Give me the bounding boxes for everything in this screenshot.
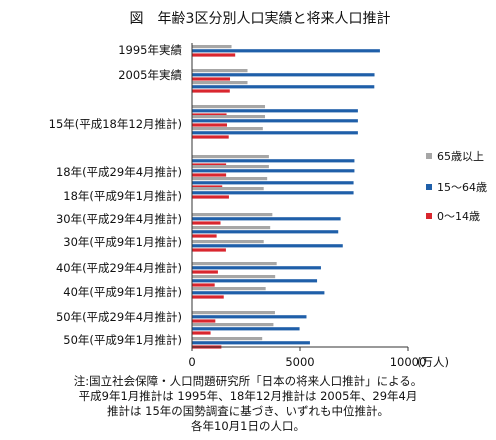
bar-1-2	[192, 77, 231, 81]
bar-16-1	[192, 315, 307, 319]
bar-1-1	[192, 73, 375, 77]
category-label-10: 50年(平成9年1月推計)	[63, 333, 182, 347]
bar-11-2	[192, 234, 217, 238]
category-label-3: 18年(平成29年4月推計)	[56, 165, 182, 179]
category-label-0: 1995年実績	[118, 43, 182, 57]
bar-0-2	[192, 53, 236, 57]
bar-5-1	[192, 131, 358, 135]
bar-4-2	[192, 123, 227, 127]
chart-title: 図 年齢3区分別人口実績と将来人口推計	[130, 11, 391, 27]
bar-18-0	[192, 337, 263, 341]
bar-9-1	[192, 191, 354, 195]
bar-10-2	[192, 221, 221, 225]
category-label-9: 50年(平成29年4月推計)	[56, 310, 182, 324]
note-line-3: 推計は 15年の国勢調査に基づき、いずれも中位推計。	[107, 404, 389, 418]
legend-swatch-2	[426, 213, 432, 219]
bar-3-1	[192, 109, 358, 113]
bar-10-1	[192, 217, 341, 221]
bar-5-0	[192, 127, 263, 131]
category-label-6: 30年(平成9年1月推計)	[63, 235, 182, 249]
bar-7-0	[192, 165, 269, 169]
bar-4-0	[192, 115, 266, 119]
x-unit-label: (万人)	[417, 355, 449, 369]
category-label-5: 30年(平成29年4月推計)	[56, 212, 182, 226]
category-label-2: 15年(平成18年12月推計)	[49, 117, 182, 131]
bar-11-1	[192, 230, 339, 234]
bar-12-0	[192, 240, 264, 244]
bar-5-2	[192, 135, 229, 139]
note-line-1: 注:国立社会保障・人口問題研究所「日本の将来人口推計」による。	[73, 374, 423, 388]
bar-14-2	[192, 283, 215, 287]
bar-chart: 図 年齢3区分別人口実績と将来人口推計 1995年実績 2005年実績 15年(平成1…	[49, 11, 487, 369]
bar-12-2	[192, 248, 226, 252]
bar-11-0	[192, 226, 271, 230]
bar-14-0	[192, 275, 276, 279]
category-label-8: 40年(平成9年1月推計)	[63, 285, 182, 299]
bar-13-0	[192, 262, 277, 266]
bar-14-1	[192, 279, 318, 283]
legend-swatch-0	[426, 153, 432, 159]
bar-2-0	[192, 81, 248, 85]
category-label-1: 2005年実績	[118, 68, 182, 82]
bar-6-0	[192, 155, 269, 159]
bar-8-1	[192, 181, 354, 185]
bar-12-1	[192, 244, 343, 248]
bar-15-2	[192, 295, 224, 299]
legend-swatch-1	[426, 184, 432, 190]
bar-2-1	[192, 85, 375, 89]
bar-17-1	[192, 327, 300, 331]
bar-4-1	[192, 119, 358, 123]
bar-13-2	[192, 270, 218, 274]
note-line-4: 各年10月1日の人口。	[191, 419, 305, 433]
bar-18-1	[192, 341, 310, 345]
bar-7-1	[192, 169, 355, 173]
x-tick-label-1: 5000	[285, 355, 314, 369]
bar-8-0	[192, 177, 268, 181]
legend-label-2: 0〜14歳	[437, 210, 480, 223]
bar-17-2	[192, 331, 211, 335]
bar-16-0	[192, 311, 275, 315]
legend-label-1: 15〜64歳	[437, 181, 487, 194]
bar-15-0	[192, 287, 266, 291]
bar-2-2	[192, 89, 230, 93]
x-tick-label-2: 10000	[390, 355, 427, 369]
bar-7-2	[192, 173, 227, 177]
bar-6-1	[192, 159, 355, 163]
category-label-7: 40年(平成29年4月推計)	[56, 261, 182, 275]
bar-0-1	[192, 49, 380, 53]
bar-9-2	[192, 195, 229, 199]
bar-13-1	[192, 266, 321, 270]
bar-15-1	[192, 291, 325, 295]
note-line-2: 平成9年1月推計は 1995年、18年12月推計は 2005年、29年4月	[78, 389, 418, 403]
bar-9-0	[192, 187, 264, 191]
bar-1-0	[192, 69, 248, 73]
bar-0-0	[192, 45, 232, 49]
bar-16-2	[192, 319, 216, 323]
legend-label-0: 65歳以上	[437, 150, 484, 163]
category-label-4: 18年(平成9年1月推計)	[63, 189, 182, 203]
bar-10-0	[192, 213, 273, 217]
x-tick-label-0: 0	[188, 355, 195, 369]
bar-17-0	[192, 323, 274, 327]
bar-3-0	[192, 105, 266, 109]
